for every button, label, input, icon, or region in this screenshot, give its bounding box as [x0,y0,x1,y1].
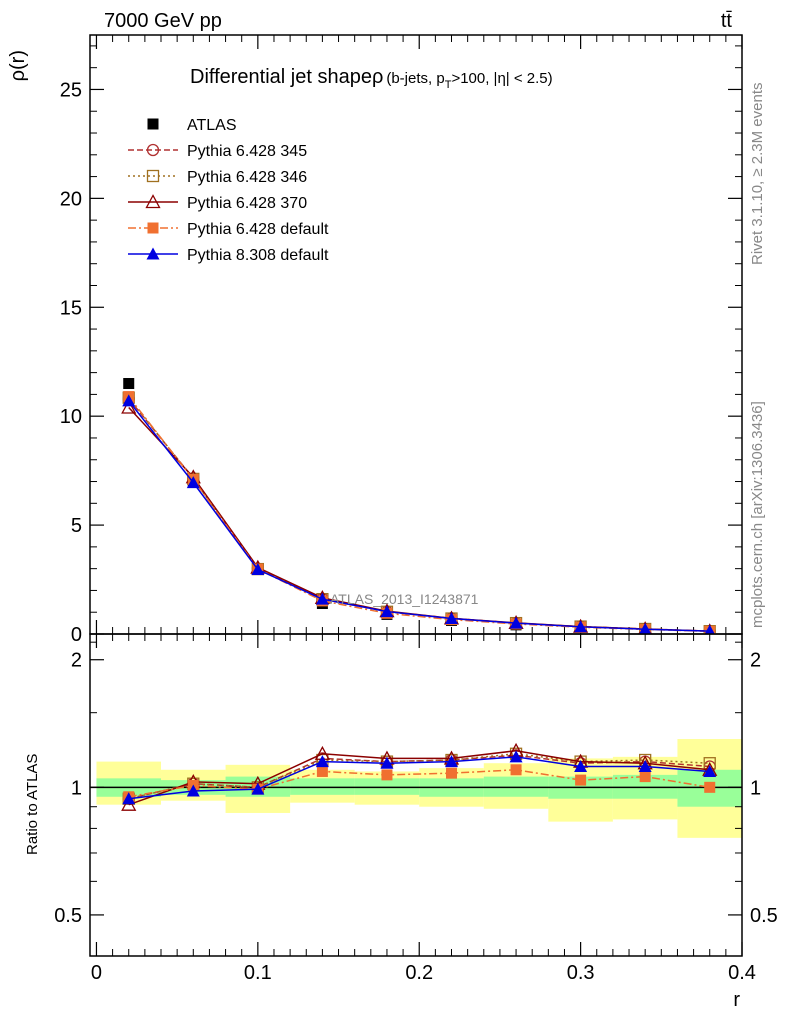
data-point [445,612,459,625]
y-tick-label: 2 [71,650,82,672]
legend-marker [147,222,159,234]
data-point [704,781,716,793]
legend-entry: Pythia 6.428 default [128,221,329,238]
y-axis-label-main: ρ(r) [7,50,29,81]
x-tick-label: 0.1 [244,962,272,984]
energy-label: 7000 GeV pp [104,10,222,32]
x-tick-label: 0.3 [567,962,595,984]
x-tick-label: 0.2 [405,962,433,984]
legend-entry: Pythia 8.308 default [128,247,329,264]
legend-label: ATLAS [187,117,237,134]
ratio-plot-panel: 0.5 1 2 0.5 1 2 0 0.1 0.2 0.3 0.4 [54,633,778,984]
legend-entry: Pythia 6.428 345 [128,143,307,160]
series-line [128,749,710,806]
analysis-label: ATLAS_2013_I1243871 [330,591,479,607]
y-tick-label: 0 [71,624,82,646]
data-point [638,759,652,772]
data-point [122,394,136,407]
chart-title-main: Differential jet shapeρ [190,66,383,88]
y-axis-label-ratio: Ratio to ATLAS [24,754,41,855]
legend-label: Pythia 6.428 346 [187,169,307,186]
data-point [574,759,588,772]
data-point [380,756,394,769]
y-tick-label: 1 [71,777,82,799]
data-point [703,764,717,777]
legend-marker [145,194,161,209]
main-plot-panel: 0 5 10 15 20 25 [60,34,743,646]
data-point [380,605,394,618]
legend-marker [146,169,160,183]
legend-label: Pythia 6.428 370 [187,195,307,212]
chart-title-sub-subscript: T [445,79,452,91]
x-tick-label: 0.4 [728,962,756,984]
y-tick-label: 0.5 [54,905,82,927]
chart-title-sub-rest: >100, |η| < 2.5) [451,70,552,87]
data-point [639,771,651,783]
series-pythia-8-308-default [122,394,715,634]
y-tick-label-right: 2 [750,650,761,672]
data-point [704,624,715,634]
x-axis-label: r [733,989,740,1011]
legend-entry: Pythia 6.428 346 [128,169,307,186]
data-point [186,476,200,489]
data-point [574,620,588,633]
legend-marker [146,143,160,157]
data-point [186,784,200,797]
series-line [128,754,710,800]
data-point [445,755,459,768]
data-point [381,769,393,781]
data-point [510,764,522,776]
data-point [316,765,328,777]
legend: ATLAS Pythia 6.428 345 Pythia 6.428 346 Pyt… [128,117,329,264]
data-point [509,750,523,763]
data-point [639,622,652,634]
ratio-series-pythia-8-308-default [122,750,717,805]
legend-label: Pythia 6.428 345 [187,143,307,160]
chart-title: Differential jet shapeρ (b-jets, pT>100, … [190,66,553,91]
y-tick-label-right: 1 [750,777,761,799]
data-point [251,782,265,795]
series-line [128,400,710,632]
data-point [123,378,135,390]
y-tick-label-right: 0.5 [750,905,778,927]
legend-label: Pythia 6.428 default [187,221,329,238]
y-tick-label: 15 [60,297,82,319]
process-label: tt̄ [721,10,733,32]
data-point [315,755,329,768]
chart-title-sub: (b-jets, p [386,70,444,87]
series-line [128,769,710,798]
data-point [121,399,137,414]
legend-marker [146,247,160,260]
y-tick-label: 10 [60,406,82,428]
data-point [509,616,523,629]
y-tick-label: 20 [60,188,82,210]
y-tick-label: 25 [60,79,82,101]
legend-marker [147,118,159,130]
series-line [128,756,710,800]
legend-entry: ATLAS [147,117,237,134]
data-point [122,792,136,805]
data-point [315,592,329,605]
mcplots-label: mcplots.cern.ch [arXiv:1306.3436] [749,401,766,628]
data-point [446,767,458,779]
data-point [251,563,265,576]
rivet-label: Rivet 3.1.10, ≥ 2.3M events [749,83,766,266]
legend-label: Pythia 8.308 default [187,247,329,264]
x-tick-label: 0 [91,962,102,984]
data-point [575,774,587,786]
legend-entry: Pythia 6.428 370 [128,194,307,212]
plot-frame [89,633,743,957]
y-tick-label: 5 [71,515,82,537]
